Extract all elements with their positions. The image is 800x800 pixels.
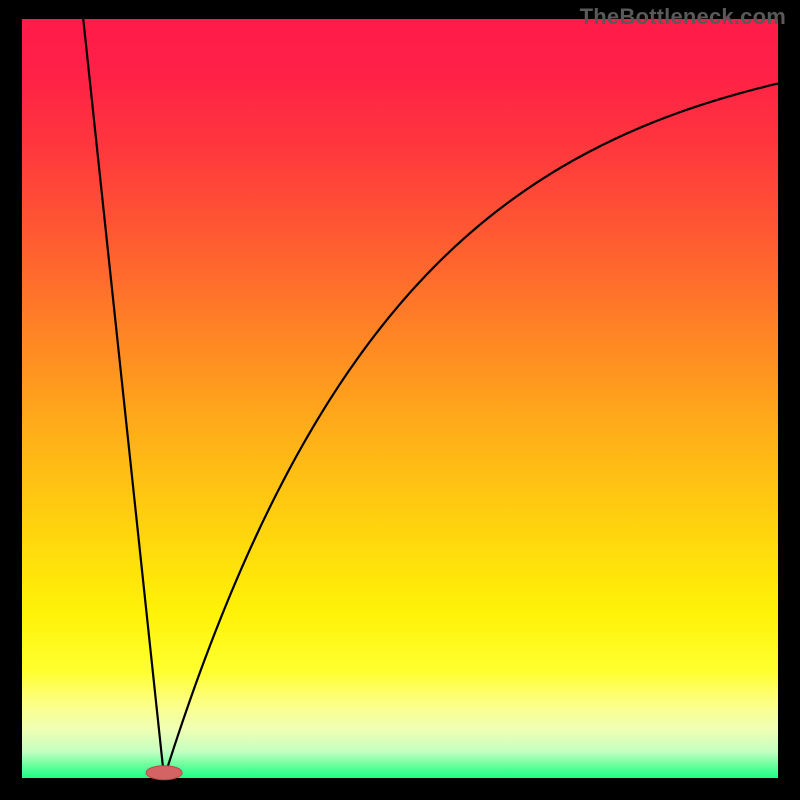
chart-svg — [0, 0, 800, 800]
bottleneck-chart: TheBottleneck.com — [0, 0, 800, 800]
optimal-point-marker — [146, 766, 182, 780]
gradient-plot-area — [22, 19, 778, 778]
watermark-text: TheBottleneck.com — [580, 4, 786, 30]
